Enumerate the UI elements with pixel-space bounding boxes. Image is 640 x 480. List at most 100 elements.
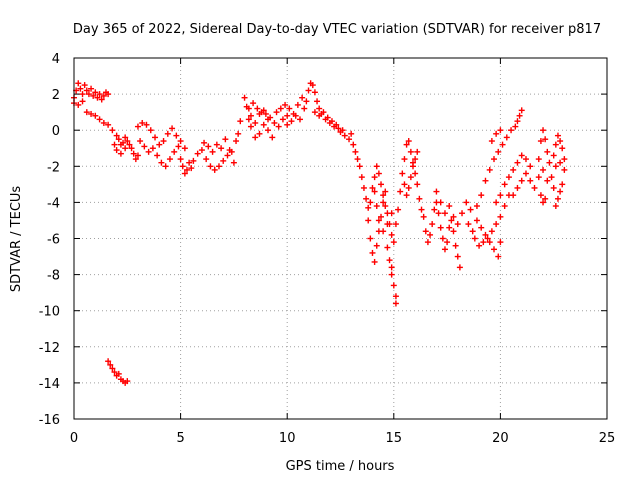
- data-point: [407, 148, 414, 155]
- data-point: [388, 271, 395, 278]
- data-point: [316, 105, 323, 112]
- y-tick-label: -16: [39, 413, 60, 428]
- data-point: [380, 199, 387, 206]
- data-point: [557, 159, 564, 166]
- data-point: [333, 121, 340, 128]
- data-point: [486, 239, 493, 246]
- data-point: [414, 148, 421, 155]
- data-point: [452, 242, 459, 249]
- data-point: [497, 239, 504, 246]
- data-point: [550, 152, 557, 159]
- data-point: [115, 370, 122, 377]
- data-point: [424, 239, 431, 246]
- data-point: [286, 105, 293, 112]
- data-point: [559, 181, 566, 188]
- data-point: [375, 170, 382, 177]
- data-point: [134, 152, 141, 159]
- data-point: [510, 192, 517, 199]
- grid-lines: [74, 58, 607, 419]
- data-point: [147, 127, 154, 134]
- data-point: [552, 203, 559, 210]
- data-point: [190, 157, 197, 164]
- data-point: [535, 156, 542, 163]
- data-point: [311, 109, 318, 116]
- data-point: [380, 192, 387, 199]
- data-point: [497, 192, 504, 199]
- data-point: [540, 127, 547, 134]
- data-point: [437, 199, 444, 206]
- data-point: [463, 199, 470, 206]
- data-point: [235, 130, 242, 137]
- data-point: [384, 244, 391, 251]
- data-point: [392, 300, 399, 307]
- data-point: [493, 221, 500, 228]
- y-tick-label: -10: [39, 305, 60, 320]
- data-point: [399, 170, 406, 177]
- data-point: [508, 127, 515, 134]
- data-point: [441, 210, 448, 217]
- data-point: [288, 118, 295, 125]
- data-point: [105, 91, 112, 98]
- data-point: [105, 358, 112, 365]
- data-point: [495, 148, 502, 155]
- data-point: [518, 107, 525, 114]
- data-point: [117, 150, 124, 157]
- y-tick-label: -6: [47, 233, 60, 248]
- data-point: [160, 138, 167, 145]
- data-point: [540, 166, 547, 173]
- data-point: [120, 139, 127, 146]
- data-point: [493, 199, 500, 206]
- data-point: [542, 136, 549, 143]
- data-point: [215, 163, 222, 170]
- data-point: [122, 145, 129, 152]
- data-point: [85, 91, 92, 98]
- data-point: [559, 145, 566, 152]
- data-point: [324, 114, 331, 121]
- data-point: [173, 132, 180, 139]
- x-tick-label: 15: [386, 431, 403, 446]
- data-point: [356, 163, 363, 170]
- data-point: [262, 110, 269, 117]
- data-point: [369, 184, 376, 191]
- data-point: [420, 213, 427, 220]
- data-point: [241, 94, 248, 101]
- data-point: [277, 105, 284, 112]
- data-point: [218, 145, 225, 152]
- data-point: [375, 217, 382, 224]
- data-point: [269, 134, 276, 141]
- data-point: [350, 141, 357, 148]
- data-point: [514, 184, 521, 191]
- data-point: [265, 116, 272, 123]
- data-point: [478, 224, 485, 231]
- data-point: [488, 138, 495, 145]
- data-point: [194, 150, 201, 157]
- data-point: [392, 221, 399, 228]
- data-point: [211, 166, 218, 173]
- data-point: [305, 87, 312, 94]
- data-point: [363, 195, 370, 202]
- data-point: [145, 148, 152, 155]
- data-point: [380, 228, 387, 235]
- data-point: [373, 203, 380, 210]
- data-point: [169, 125, 176, 132]
- data-point: [254, 105, 261, 112]
- data-point: [162, 163, 169, 170]
- data-point: [213, 141, 220, 148]
- data-point: [224, 152, 231, 159]
- data-point: [141, 143, 148, 150]
- data-point: [83, 109, 90, 116]
- data-point: [88, 85, 95, 92]
- data-point: [282, 101, 289, 108]
- x-tick-label: 10: [279, 431, 296, 446]
- data-point: [527, 177, 534, 184]
- data-point: [473, 203, 480, 210]
- data-point: [403, 141, 410, 148]
- data-point: [260, 107, 267, 114]
- data-point: [124, 378, 131, 385]
- data-point: [90, 92, 97, 99]
- data-point: [561, 166, 568, 173]
- data-point: [482, 231, 489, 238]
- data-point: [554, 132, 561, 139]
